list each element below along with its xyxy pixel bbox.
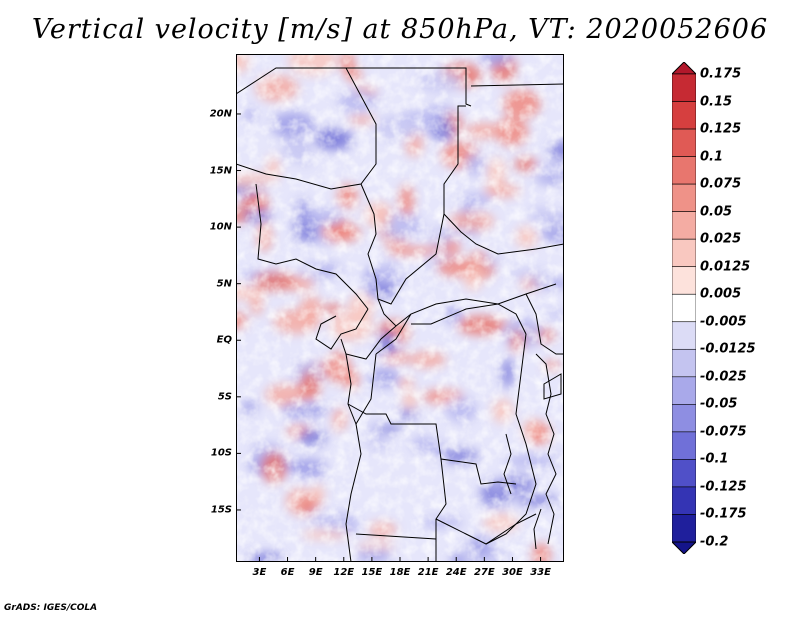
lat-label: 15N (209, 165, 232, 177)
colorbar-min-arrow (672, 541, 696, 554)
colorbar-swatch (672, 128, 696, 157)
colorbar-max-arrow (672, 62, 696, 75)
border-namibia (355, 519, 437, 562)
field-texture (236, 54, 564, 562)
lon-label: 9E (308, 567, 323, 578)
border-gabon-congo (345, 353, 377, 426)
colorbar-label: -0.05 (700, 396, 738, 412)
colorbar-label: 0.05 (700, 204, 733, 220)
colorbar-label: -0.1 (700, 451, 729, 467)
colorbar-label: -0.025 (700, 369, 747, 385)
country-borders (236, 67, 564, 562)
lat-label: 20N (209, 108, 232, 120)
lon-label: 24E (445, 567, 467, 578)
colorbar-label: 0.1 (700, 149, 724, 165)
border-nigeria-chad (360, 183, 445, 305)
lake-victoria (543, 373, 562, 400)
border-lakes (535, 353, 557, 545)
axis-ticks (236, 113, 542, 562)
border-chad-sudan (443, 105, 564, 255)
colorbar-swatch (672, 486, 696, 515)
colorbar-swatch (672, 211, 696, 240)
colorbar-label: -0.075 (700, 424, 747, 440)
lake-malawi (533, 508, 542, 550)
lon-label: 12E (333, 567, 355, 578)
lat-label: 15S (210, 504, 232, 516)
colorbar-swatch (672, 459, 696, 488)
lat-label: 5S (217, 391, 232, 403)
colorbar-label: 0.075 (700, 176, 742, 192)
vertical-velocity-field (236, 54, 564, 562)
border-drc-north (375, 303, 527, 355)
colorbar-swatch (672, 321, 696, 350)
colorbar-swatch (672, 73, 696, 102)
border-angola-west (345, 423, 362, 562)
colorbar-swatch (672, 101, 696, 130)
colorbar-label: -0.175 (700, 506, 747, 522)
lake-tanganyika (503, 433, 512, 495)
border-uganda (525, 293, 564, 355)
colorbar-label: 0.15 (700, 94, 733, 110)
colorbar (672, 62, 696, 554)
colorbar-label: -0.0125 (700, 341, 756, 357)
colorbar-swatch (672, 293, 696, 323)
colorbar-label: 0.125 (700, 121, 742, 137)
border-cameroon (315, 308, 369, 350)
colorbar-swatch (672, 431, 696, 460)
border-north (346, 67, 472, 107)
colorbar-label: 0.175 (700, 66, 742, 82)
colorbar-swatch (672, 348, 696, 378)
border-northwest (236, 67, 377, 190)
colorbar-label: 0.0125 (700, 259, 751, 275)
lon-label: 33E (530, 567, 551, 578)
chart-title: Vertical velocity [m/s] at 850hPa, VT: 2… (31, 14, 769, 45)
colorbar-swatch (672, 514, 696, 543)
lon-label: 27E (473, 567, 495, 578)
border-drc-east (485, 333, 537, 545)
lon-label: 18E (389, 567, 411, 578)
colorbar-swatch (672, 266, 696, 295)
colorbar-label: -0.2 (700, 534, 729, 550)
colorbar-label: -0.125 (700, 479, 747, 495)
lat-label: 10S (210, 447, 232, 459)
colorbar-label: 0.025 (700, 231, 742, 247)
lon-label: 3E (252, 567, 267, 578)
colorbar-label: -0.005 (700, 314, 747, 330)
colorbar-swatch (672, 238, 696, 268)
map-panel (236, 54, 564, 562)
colorbar-swatch (672, 156, 696, 185)
lon-label: 6E (280, 567, 295, 578)
footer-credit: GrADS: IGES/COLA (4, 603, 98, 613)
lat-label: 10N (209, 221, 232, 233)
lon-label: 21E (417, 567, 439, 578)
colorbar-label: 0.005 (700, 286, 742, 302)
lat-label: 5N (216, 278, 232, 290)
border-zambia (435, 458, 537, 545)
lon-label: 15E (361, 567, 383, 578)
colorbar-swatch (672, 183, 696, 212)
border-angola-north (347, 403, 517, 485)
border-westafrica (255, 183, 369, 310)
border-congo-north (340, 325, 397, 360)
lon-label: 30E (502, 567, 523, 578)
colorbar-swatch (672, 404, 696, 433)
border-libya-egypt (470, 83, 564, 87)
colorbar-swatch (672, 376, 696, 405)
border-car (377, 283, 557, 327)
lat-label: EQ (216, 334, 232, 346)
